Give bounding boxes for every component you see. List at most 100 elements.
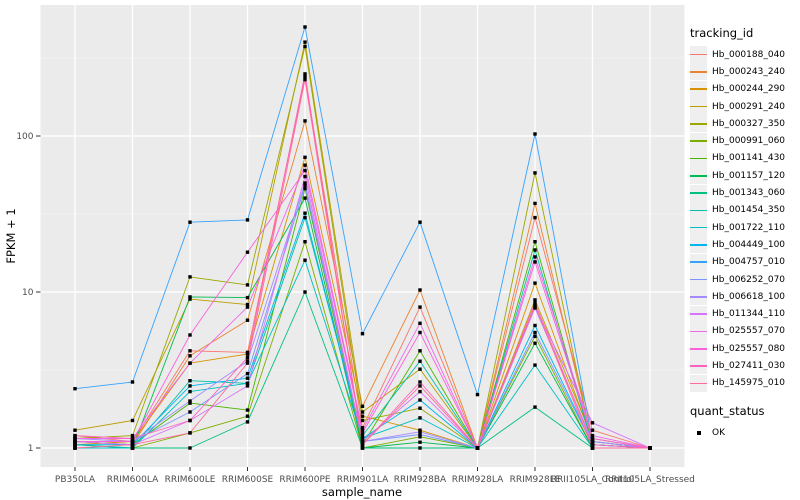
- data-point: [360, 428, 365, 432]
- data-point: [418, 384, 422, 388]
- legend-item-label: Hb_025557_070: [712, 326, 786, 337]
- legend-key-swatch: [690, 219, 707, 237]
- data-point: [360, 431, 365, 435]
- legend-item-Hb_025557_080: Hb_025557_080: [690, 340, 798, 358]
- data-point: [360, 410, 365, 414]
- data-point: [533, 341, 537, 345]
- legend-item-label: Hb_011344_110: [712, 309, 786, 320]
- data-point: [303, 40, 307, 44]
- data-point: [533, 215, 537, 220]
- legend-key-swatch: [690, 357, 707, 375]
- data-point: [245, 384, 250, 388]
- data-point: [360, 446, 365, 450]
- legend-item-label: Hb_000991_060: [712, 136, 786, 147]
- x-tick-label: RRII105LA_Control: [551, 475, 634, 485]
- data-point: [188, 401, 192, 405]
- data-point: [245, 305, 250, 309]
- data-point: [130, 436, 135, 441]
- legend-key-swatch: [690, 167, 707, 185]
- data-point: [303, 25, 307, 29]
- data-point: [533, 171, 537, 175]
- legend-key-swatch: [690, 305, 707, 323]
- data-point: [188, 399, 192, 403]
- data-point: [303, 240, 307, 244]
- legend-item-label: Hb_001141_430: [712, 153, 786, 164]
- legend-key-swatch: [690, 46, 707, 64]
- legend-key-swatch: [690, 253, 707, 271]
- legend-key-swatch: [690, 184, 707, 202]
- legend-item-Hb_000291_240: Hb_000291_240: [690, 98, 798, 116]
- data-point: [73, 446, 77, 450]
- data-point: [360, 436, 365, 441]
- legend-key-swatch: [690, 201, 707, 219]
- data-point: [303, 119, 307, 123]
- y-axis-title: FPKM + 1: [4, 208, 18, 263]
- data-point: [533, 334, 537, 338]
- data-point: [303, 44, 307, 49]
- data-point: [73, 428, 77, 432]
- data-point: [188, 431, 192, 435]
- data-point: [475, 392, 480, 397]
- data-point: [303, 77, 307, 82]
- legend-item-label: Hb_027411_030: [712, 360, 786, 371]
- data-point: [245, 302, 250, 307]
- data-point: [130, 443, 135, 447]
- legend-key-line: [690, 226, 707, 229]
- legend-item-Hb_000244_290: Hb_000244_290: [690, 80, 798, 98]
- data-point: [245, 361, 250, 365]
- data-point: [188, 389, 192, 394]
- legend-key-line: [690, 88, 707, 91]
- data-point: [245, 359, 250, 363]
- x-tick-label: RRIM600LA: [107, 475, 159, 485]
- data-point: [475, 446, 480, 450]
- data-point: [533, 330, 537, 335]
- data-point: [130, 418, 135, 423]
- data-point: [303, 168, 307, 173]
- data-point: [590, 443, 595, 447]
- data-point: [188, 410, 192, 414]
- data-point: [73, 443, 77, 447]
- legend-item-label: Hb_001343_060: [712, 188, 786, 199]
- legend-item-quant-ok: OK: [690, 424, 798, 441]
- x-tick-label: RRIM928BA: [394, 475, 447, 485]
- legend-item-label: OK: [712, 427, 725, 438]
- legend-key-line: [690, 347, 707, 350]
- data-point: [245, 355, 250, 360]
- data-point: [130, 439, 135, 444]
- legend-item-label: Hb_001157_120: [712, 170, 786, 181]
- legend-item-label: Hb_000244_290: [712, 84, 786, 95]
- legend-item-label: Hb_025557_080: [712, 343, 786, 354]
- data-point: [418, 432, 422, 437]
- data-point: [360, 414, 365, 418]
- legend-item-Hb_001722_110: Hb_001722_110: [690, 219, 798, 237]
- legend-item-label: Hb_001454_350: [712, 205, 786, 216]
- legend-item-label: Hb_001722_110: [712, 222, 786, 233]
- data-point: [303, 181, 307, 185]
- data-point: [360, 443, 365, 447]
- data-point: [303, 258, 307, 262]
- data-point: [303, 211, 307, 215]
- legend-item-Hb_001157_120: Hb_001157_120: [690, 167, 798, 185]
- data-point: [188, 295, 192, 299]
- data-point: [245, 283, 250, 287]
- data-point: [533, 201, 537, 206]
- data-point: [418, 440, 422, 444]
- data-point: [245, 371, 250, 376]
- legend-key-swatch: [690, 288, 707, 306]
- legend-item-Hb_000243_240: Hb_000243_240: [690, 63, 798, 81]
- data-point: [533, 323, 537, 328]
- data-point: [533, 132, 537, 136]
- data-point: [245, 381, 250, 385]
- legend-key-swatch: [690, 149, 707, 167]
- data-point: [303, 186, 307, 191]
- data-point: [418, 330, 422, 335]
- data-point: [533, 298, 537, 302]
- data-point: [360, 439, 365, 444]
- data-point: [245, 250, 250, 254]
- legend-title-tracking-id: tracking_id: [690, 26, 754, 40]
- x-tick-label: RRII105LA_Stressed: [605, 475, 695, 485]
- data-point: [303, 155, 307, 159]
- legend-key-line: [690, 157, 707, 160]
- legend-key-swatch: [690, 271, 707, 288]
